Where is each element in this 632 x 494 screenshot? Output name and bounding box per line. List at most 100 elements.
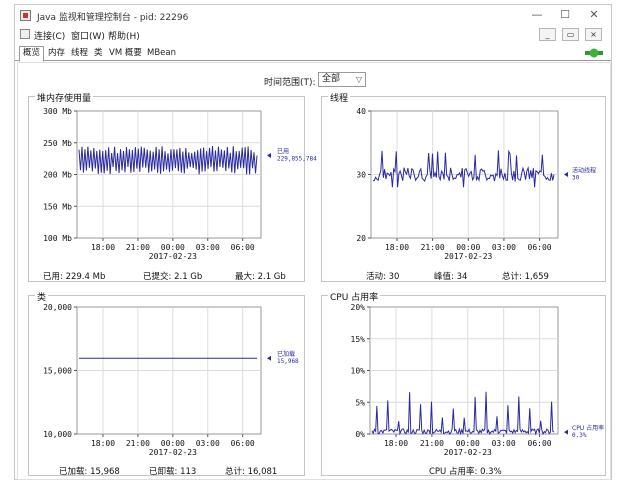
y-tick-label: 200 Mb — [43, 171, 72, 180]
current-value-marker — [564, 172, 568, 177]
y-tick-label: 100 Mb — [43, 234, 72, 243]
x-tick-label: 00:00 — [456, 243, 480, 252]
x-date-label: 2017-02-23 — [149, 448, 197, 457]
minimize-button[interactable]: — — [531, 8, 543, 21]
tab-overview[interactable]: 概览 — [19, 46, 45, 62]
x-tick-label: 06:00 — [528, 439, 552, 448]
console-icon — [20, 29, 30, 39]
x-tick-label: 21:00 — [126, 439, 150, 448]
menu-help[interactable]: 帮助(H) — [108, 32, 140, 42]
legend-current-value: 15,968 — [277, 358, 299, 365]
heap-used-stat: 已用: 229.4 Mb — [43, 272, 106, 282]
series-line — [78, 145, 258, 175]
chevron-down-icon: ▽ — [355, 75, 362, 84]
y-tick-label: 10,000 — [43, 430, 72, 439]
classes-loaded-stat: 已加载: 15,968 — [59, 467, 120, 477]
threads-live-stat: 活动: 30 — [366, 272, 400, 282]
cpu-panel-title: CPU 占用率 — [328, 290, 381, 303]
menu-window[interactable]: 窗口(W) — [71, 32, 105, 42]
legend-series-name: CPU 占用率 — [572, 424, 604, 432]
cpu-chart: 20% 15% 10% 5% 0% 18:00 21:00 00:00 03:00 06:00 20… — [351, 303, 605, 457]
x-tick-label: 00:00 — [161, 439, 185, 448]
threads-chart: 40 30 20 18:00 21:00 00:00 03:00 06:00 2017-02-2… — [356, 107, 596, 261]
threads-panel-title: 线程 — [328, 91, 351, 104]
menu-connect[interactable]: 连接(C) — [34, 32, 66, 42]
window-title: Java 监视和管理控制台 - pid: 22296 — [37, 13, 189, 23]
inner-minimize-button[interactable]: _ — [539, 28, 556, 41]
x-tick-label: 06:00 — [528, 243, 552, 252]
y-tick-label: 20% — [351, 303, 366, 312]
x-tick-label: 18:00 — [385, 243, 409, 252]
heap-panel: 堆内存使用量 300 Mb 250 Mb 200 Mb 150 Mb 100 Mb 18:… — [28, 91, 317, 282]
x-tick-label: 03:00 — [492, 439, 516, 448]
y-tick-label: 150 Mb — [43, 202, 72, 211]
y-tick-label: 30 — [356, 171, 366, 180]
time-range-select[interactable]: 全部 ▽ — [318, 72, 366, 87]
tab-threads[interactable]: 线程 — [71, 48, 89, 58]
x-date-label: 2017-02-23 — [149, 252, 197, 261]
heap-max-stat: 最大: 2.1 Gb — [235, 272, 286, 282]
y-tick-label: 15% — [351, 335, 366, 344]
legend-series-name: 已用 — [277, 149, 289, 156]
current-value-marker — [564, 429, 568, 435]
connection-status-icon — [585, 48, 603, 58]
time-range-label: 时间范围(T): — [264, 78, 316, 88]
current-value-marker — [267, 355, 271, 361]
x-date-label: 2017-02-23 — [444, 448, 492, 457]
overview-content: 时间范围(T): 全部 ▽ 堆内存使用量 300 Mb 250 Mb 200 Mb 1… — [17, 62, 611, 480]
x-tick-label: 00:00 — [161, 243, 185, 252]
x-tick-label: 06:00 — [231, 243, 255, 252]
x-tick-label: 18:00 — [384, 439, 408, 448]
legend-series-name: 活动线程 — [572, 167, 596, 175]
classes-panel-title: 类 — [35, 290, 49, 303]
x-tick-label: 18:00 — [91, 439, 115, 448]
y-tick-label: 20,000 — [43, 303, 72, 312]
x-tick-label: 21:00 — [421, 243, 445, 252]
legend-current-value: 0.3% — [572, 432, 587, 439]
threads-total-stat: 总计: 1,659 — [502, 272, 549, 282]
x-tick-label: 18:00 — [91, 243, 115, 252]
classes-total-stat: 总计: 16,081 — [225, 467, 278, 477]
y-tick-label: 40 — [356, 107, 366, 116]
legend-current-value: 229,855,784 — [277, 156, 317, 163]
x-date-label: 2017-02-23 — [444, 252, 492, 261]
close-button[interactable]: ✕ — [589, 8, 599, 21]
java-app-icon — [20, 10, 31, 21]
y-tick-label: 10% — [351, 367, 366, 376]
cpu-panel: CPU 占用率 20% 15% 10% 5% 0% 18:00 21:00 00:00 03:0… — [321, 290, 606, 477]
tab-bar: 概览 内存 线程 类 VM 概要 MBean — [15, 45, 611, 62]
x-tick-label: 21:00 — [420, 439, 444, 448]
y-tick-label: 250 Mb — [43, 139, 72, 148]
x-tick-label: 03:00 — [492, 243, 516, 252]
y-tick-label: 20 — [356, 234, 366, 243]
legend-series-name: 已加载 — [277, 350, 295, 358]
legend-current-value: 30 — [572, 175, 580, 182]
classes-unloaded-stat: 已卸载: 113 — [149, 467, 197, 477]
x-tick-label: 06:00 — [231, 439, 255, 448]
x-tick-label: 03:00 — [196, 439, 220, 448]
series-line — [371, 391, 555, 436]
inner-close-button[interactable]: × — [585, 28, 602, 41]
x-tick-label: 00:00 — [456, 439, 480, 448]
heap-chart: 300 Mb 250 Mb 200 Mb 150 Mb 100 Mb 18:00 21:00… — [43, 107, 317, 261]
tab-vm-summary[interactable]: VM 概要 — [109, 48, 142, 58]
title-bar: Java 监视和管理控制台 - pid: 22296 — ☐ ✕ — [15, 5, 611, 25]
x-tick-label: 21:00 — [126, 243, 150, 252]
main-window: Java 监视和管理控制台 - pid: 22296 — ☐ ✕ 连接(C) 窗… — [14, 4, 612, 480]
x-tick-label: 03:00 — [196, 243, 220, 252]
tab-mbean[interactable]: MBean — [147, 48, 176, 58]
y-tick-label: 0% — [355, 430, 365, 439]
y-tick-label: 5% — [355, 398, 365, 407]
series-line — [372, 149, 555, 188]
cpu-usage-stat: CPU 占用率: 0.3% — [429, 467, 502, 477]
tab-classes[interactable]: 类 — [94, 48, 103, 58]
heap-committed-stat: 已提交: 2.1 Gb — [143, 272, 203, 282]
maximize-button[interactable]: ☐ — [560, 8, 570, 21]
y-tick-label: 15,000 — [43, 367, 72, 376]
classes-chart: 20,000 15,000 10,000 18:00 21:00 00:00 03:00 06… — [43, 303, 299, 457]
inner-restore-button[interactable]: ▭ — [562, 28, 579, 41]
tab-memory[interactable]: 内存 — [48, 48, 66, 58]
threads-peak-stat: 峰值: 34 — [434, 272, 468, 282]
y-tick-label: 300 Mb — [43, 107, 72, 116]
time-range-value: 全部 — [322, 74, 341, 84]
